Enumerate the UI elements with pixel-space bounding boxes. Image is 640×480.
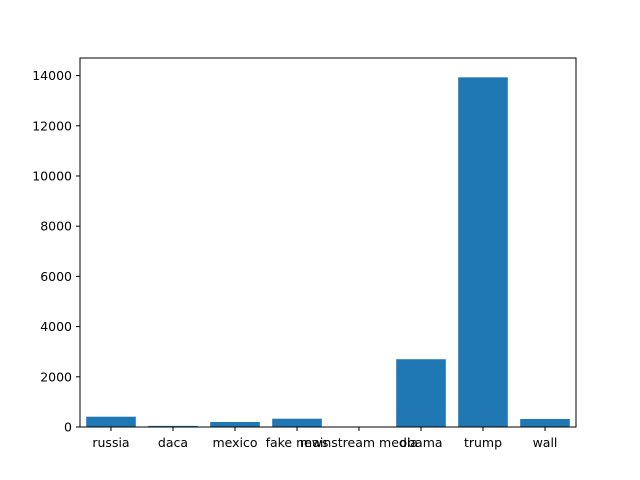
y-tick-label: 8000: [40, 219, 72, 234]
bars-group: [86, 77, 570, 427]
y-tick-label: 10000: [32, 168, 72, 183]
bar-wall: [520, 418, 570, 427]
x-tick-label: obama: [399, 435, 442, 450]
bar-trump: [458, 77, 508, 427]
bar-russia: [86, 416, 136, 427]
bar-daca: [148, 425, 198, 427]
y-tick-label: 4000: [40, 319, 72, 334]
x-tick-label: mainstream media: [300, 435, 418, 450]
y-axis: 0 2000 4000 6000 8000 10000 12000 14000: [32, 68, 80, 435]
bar-fake-news: [272, 418, 322, 427]
x-tick-label: trump: [464, 435, 502, 450]
y-tick-label: 6000: [40, 269, 72, 284]
bar-mexico: [210, 421, 260, 427]
y-tick-label: 12000: [32, 118, 72, 133]
y-tick-label: 0: [64, 420, 72, 435]
bar-obama: [396, 359, 446, 427]
x-tick-label: mexico: [212, 435, 257, 450]
x-tick-label: russia: [92, 435, 129, 450]
x-tick-label: fake news: [266, 435, 329, 450]
y-tick-label: 14000: [32, 68, 72, 83]
y-tick-label: 2000: [40, 369, 72, 384]
x-tick-label: daca: [158, 435, 188, 450]
plot-frame: [79, 57, 577, 428]
x-tick-label: wall: [533, 435, 558, 450]
